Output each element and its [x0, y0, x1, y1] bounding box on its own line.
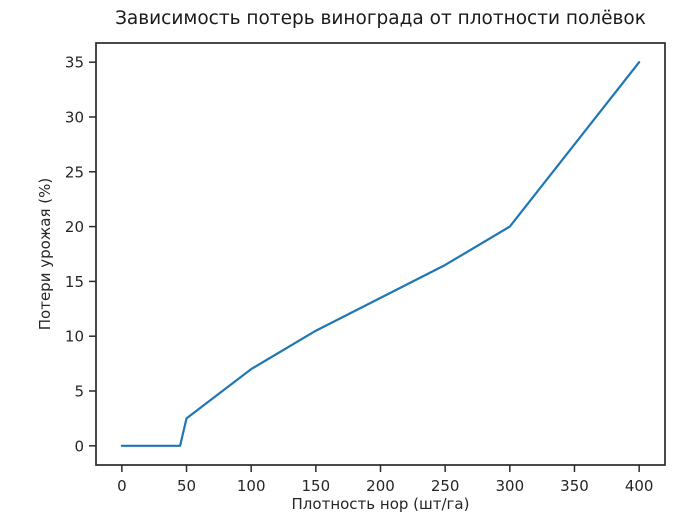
y-tick-label: 10 [65, 328, 84, 346]
x-tick-label: 50 [177, 477, 196, 495]
plot-frame [95, 42, 666, 466]
y-tick-label: 30 [65, 108, 84, 126]
y-tick-label: 35 [65, 54, 84, 72]
chart-title: Зависимость потерь винограда от плотност… [115, 8, 646, 29]
y-tick-label: 20 [65, 218, 84, 236]
x-tick-label: 0 [117, 477, 127, 495]
y-tick-label: 25 [65, 163, 84, 181]
x-tick-label: 300 [495, 477, 524, 495]
x-tick-label: 100 [237, 477, 266, 495]
y-axis-label: Потери урожая (%) [36, 177, 54, 331]
x-tick-label: 150 [302, 477, 331, 495]
y-tick-label: 5 [74, 383, 84, 401]
x-tick-label: 350 [560, 477, 589, 495]
x-tick-label: 250 [431, 477, 460, 495]
x-tick-label: 200 [366, 477, 395, 495]
y-tick-label: 15 [65, 273, 84, 291]
y-tick-label: 0 [74, 437, 84, 455]
x-tick-label: 400 [625, 477, 654, 495]
x-axis-label: Плотность нор (шт/га) [291, 495, 470, 513]
data-line [120, 61, 641, 447]
